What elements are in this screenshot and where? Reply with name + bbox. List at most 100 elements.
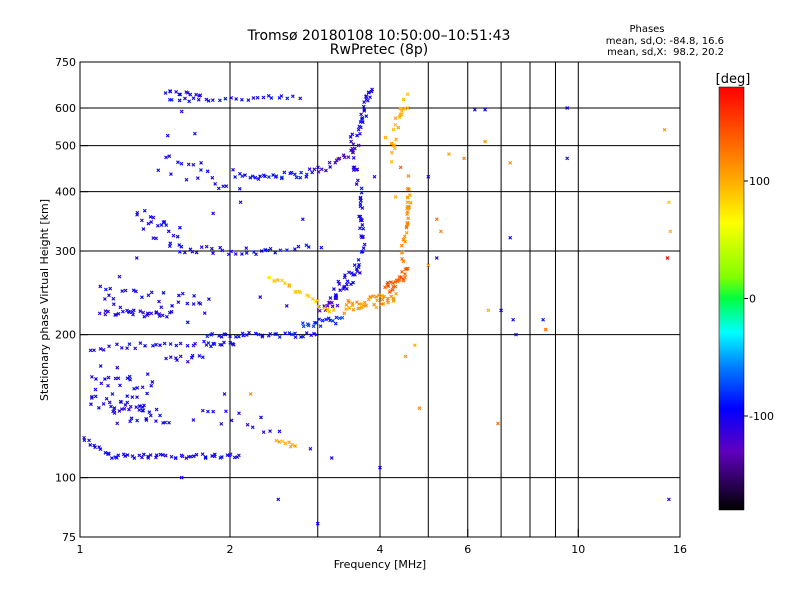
data-point xyxy=(351,155,356,160)
data-point xyxy=(337,316,342,321)
data-point xyxy=(128,377,133,382)
data-point xyxy=(127,374,132,379)
data-point xyxy=(326,316,331,321)
x-tick-label: 6 xyxy=(464,543,471,556)
data-point xyxy=(318,324,323,329)
data-point xyxy=(386,284,391,288)
data-point xyxy=(177,98,182,103)
data-point xyxy=(115,421,120,426)
data-point xyxy=(389,280,393,285)
data-point xyxy=(377,293,381,298)
data-point xyxy=(351,272,355,277)
data-point xyxy=(212,452,217,457)
data-point xyxy=(110,392,115,396)
data-point xyxy=(340,315,345,320)
data-point xyxy=(372,302,376,307)
data-point xyxy=(359,112,364,117)
data-point xyxy=(162,341,167,346)
data-point xyxy=(123,454,127,458)
data-point xyxy=(248,175,253,180)
x-tick-label: 10 xyxy=(571,543,585,556)
data-point xyxy=(103,377,107,381)
data-point xyxy=(125,346,129,351)
data-point xyxy=(148,215,153,219)
data-point xyxy=(361,104,366,109)
data-point xyxy=(237,411,241,416)
data-points xyxy=(82,87,673,526)
data-point xyxy=(179,475,184,480)
data-point xyxy=(146,221,151,226)
data-point xyxy=(399,243,404,248)
data-point xyxy=(127,342,132,346)
data-point xyxy=(219,455,224,459)
data-point xyxy=(150,380,155,384)
data-point xyxy=(327,309,332,314)
data-point xyxy=(188,454,193,459)
data-point xyxy=(241,333,246,338)
data-point xyxy=(115,342,119,347)
data-point xyxy=(191,96,196,101)
data-point xyxy=(317,317,322,322)
data-point xyxy=(135,386,140,390)
data-point xyxy=(199,168,203,172)
data-point xyxy=(250,425,255,430)
data-point xyxy=(294,289,299,294)
x-tick-label: 2 xyxy=(227,543,234,556)
data-point xyxy=(399,112,404,117)
data-point xyxy=(202,311,207,315)
data-point xyxy=(293,335,298,340)
data-point xyxy=(351,307,356,312)
data-point xyxy=(299,170,303,175)
data-point xyxy=(101,402,106,406)
data-point xyxy=(210,454,214,458)
data-point xyxy=(131,312,135,317)
data-point xyxy=(131,288,136,293)
data-point xyxy=(358,120,363,124)
data-point xyxy=(154,342,158,347)
data-point xyxy=(304,174,309,179)
data-point xyxy=(359,117,364,121)
data-point xyxy=(308,446,313,451)
data-point xyxy=(222,392,227,396)
data-point xyxy=(229,95,234,100)
data-point xyxy=(223,332,228,337)
data-point xyxy=(106,309,110,314)
data-point xyxy=(400,270,404,274)
data-point xyxy=(348,135,353,139)
data-point xyxy=(106,452,110,457)
data-point xyxy=(396,125,401,130)
data-point xyxy=(211,211,216,216)
data-point xyxy=(87,438,91,443)
data-point xyxy=(206,409,210,414)
data-point xyxy=(405,106,410,110)
data-point xyxy=(98,346,103,351)
data-point xyxy=(405,92,410,97)
data-point xyxy=(185,301,190,306)
data-point xyxy=(120,289,125,294)
data-point xyxy=(161,290,166,295)
data-point xyxy=(103,450,108,455)
data-point xyxy=(310,170,315,175)
data-point xyxy=(209,246,214,251)
data-point xyxy=(163,91,168,95)
data-point xyxy=(401,97,406,102)
data-point xyxy=(344,286,349,291)
data-point xyxy=(364,303,368,308)
data-point xyxy=(205,169,210,174)
data-point xyxy=(334,296,339,301)
data-point xyxy=(173,356,178,361)
data-point xyxy=(211,409,216,414)
data-point xyxy=(167,154,172,159)
data-point xyxy=(140,295,144,300)
data-point xyxy=(127,310,132,315)
data-point xyxy=(462,156,466,161)
data-point xyxy=(101,348,106,352)
data-point xyxy=(174,343,179,348)
data-point xyxy=(274,438,279,443)
data-point xyxy=(168,342,173,346)
data-point xyxy=(398,106,403,111)
data-point xyxy=(400,257,404,261)
data-point xyxy=(221,184,226,189)
data-point xyxy=(178,92,183,97)
data-point xyxy=(316,304,321,309)
